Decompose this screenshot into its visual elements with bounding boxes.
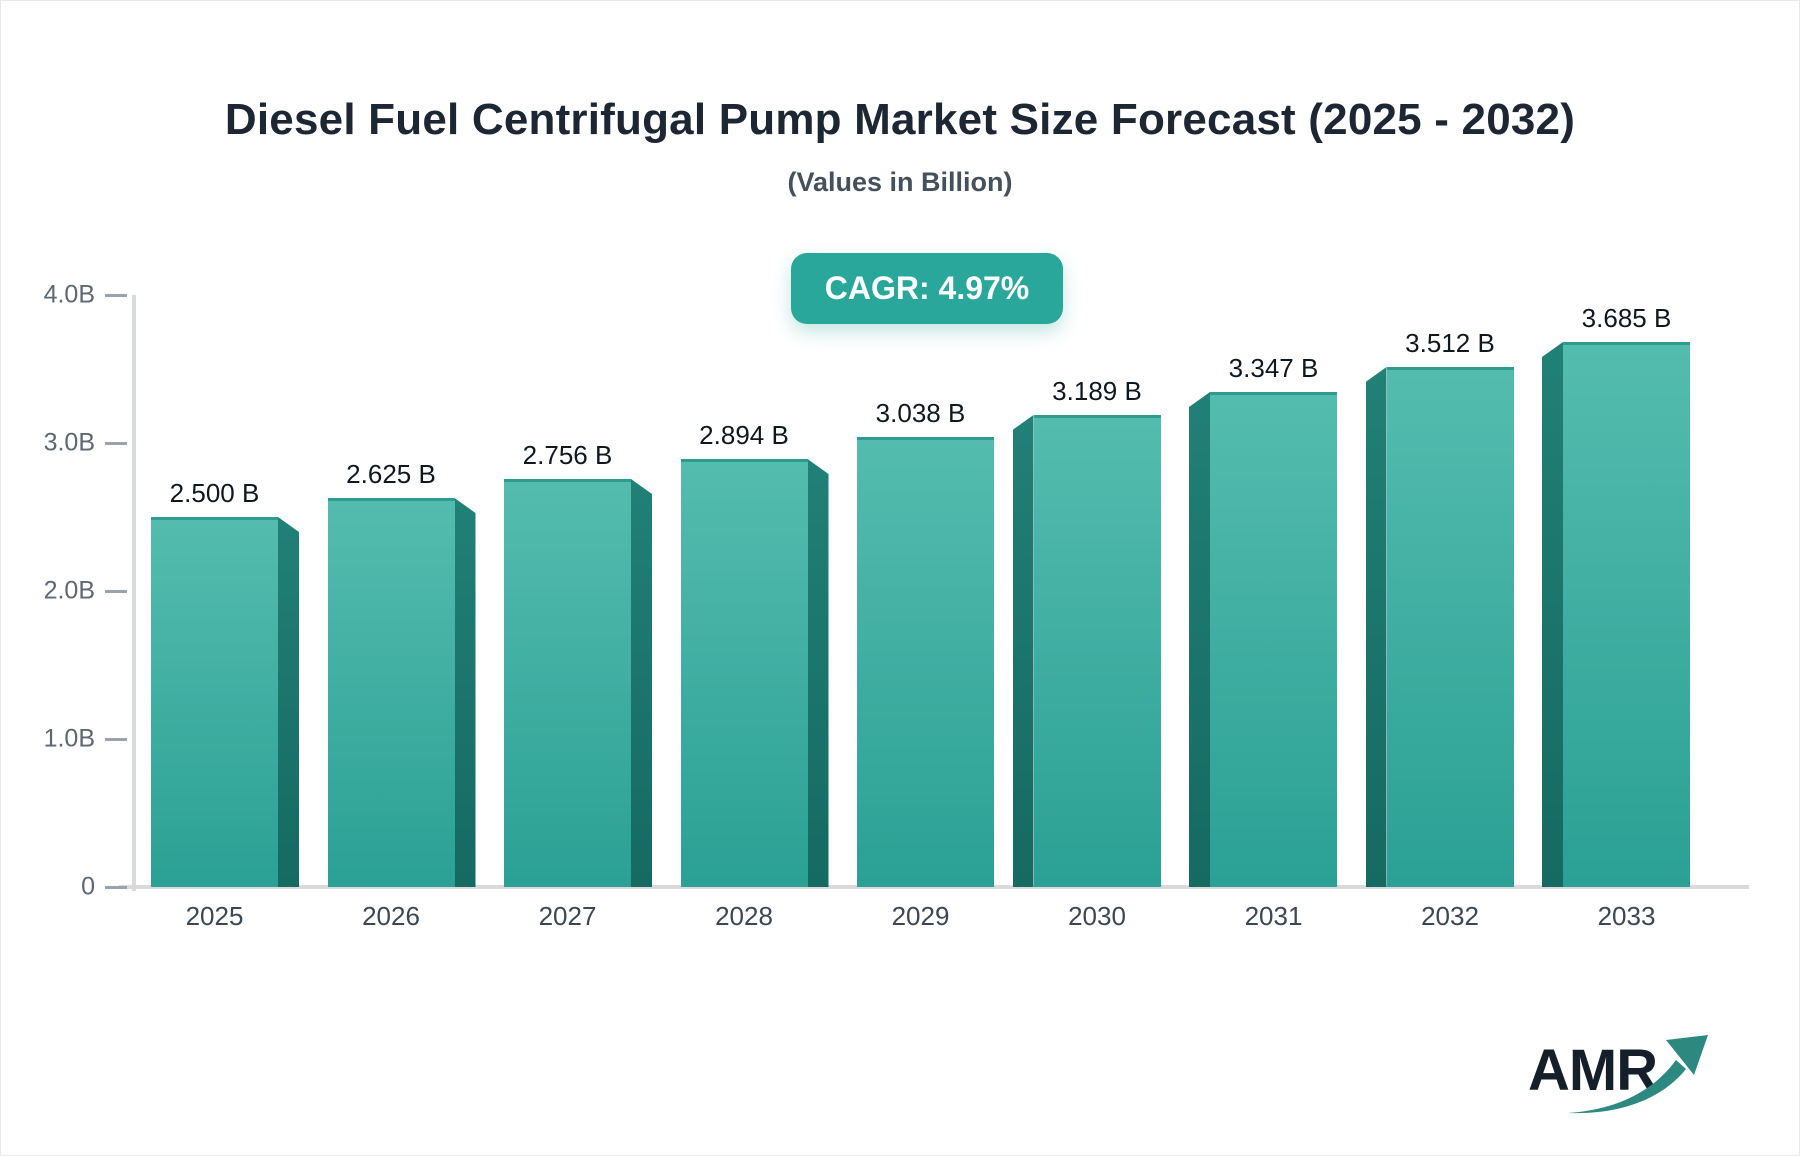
bar-value-label: 2.894 B [699, 420, 789, 450]
bar-side-shade [278, 517, 299, 887]
x-axis-label: 2030 [1068, 901, 1126, 931]
x-axis-label: 2026 [362, 901, 420, 931]
x-axis-label: 2027 [538, 901, 597, 931]
bar-2032 [1386, 367, 1514, 887]
chart-title: Diesel Fuel Centrifugal Pump Market Size… [224, 95, 1576, 144]
bar-2025 [151, 517, 278, 887]
bar-side-shade [631, 479, 652, 887]
chart-subtitle: (Values in Billion) [787, 167, 1013, 197]
y-tick-label: 1.0B [43, 724, 95, 753]
y-tick-label: 2.0B [43, 576, 95, 605]
bar-side-shade [1012, 415, 1034, 887]
cagr-badge: CAGR: 4.97% [791, 253, 1063, 324]
bar-side-shade [454, 498, 476, 887]
y-tick-dash [105, 293, 127, 297]
y-tick-dash [105, 441, 127, 445]
bar-2027 [504, 479, 631, 887]
bar-2031 [1210, 392, 1337, 887]
bar-side-shade [1365, 367, 1387, 887]
y-tick-label: 3.0B [43, 428, 95, 457]
x-axis-label: 2025 [185, 901, 244, 931]
bar-value-label: 3.347 B [1228, 353, 1319, 383]
amr-logo-text: AMR [1528, 1038, 1658, 1103]
y-tick-dash [105, 737, 127, 741]
bar-2029 [857, 437, 994, 887]
y-tick-dash [105, 885, 127, 889]
x-axis-label: 2033 [1597, 901, 1656, 931]
bar-value-label: 2.625 B [346, 459, 436, 489]
y-tick-label: 0 [81, 872, 95, 901]
bar-side-shade [1189, 392, 1210, 887]
bar-value-label: 3.189 B [1052, 376, 1142, 406]
bar-value-label: 3.685 B [1581, 303, 1672, 333]
x-axis-label: 2029 [891, 901, 950, 931]
x-axis-label: 2032 [1421, 901, 1479, 931]
y-tick-label: 4.0B [43, 280, 95, 309]
bar-value-label: 2.756 B [522, 440, 613, 470]
y-axis-line [132, 295, 136, 891]
bar-2033 [1563, 342, 1690, 887]
bar-side-shade [1542, 342, 1563, 887]
bar-value-label: 2.500 B [169, 478, 260, 508]
bar-2026 [327, 498, 455, 887]
bar-value-label: 3.038 B [875, 398, 966, 428]
amr-logo: AMR [1516, 1031, 1726, 1121]
cagr-badge-label: CAGR: 4.97% [824, 270, 1030, 306]
bar-2030 [1033, 415, 1161, 887]
bar-side-shade [807, 459, 829, 887]
x-axis-line [119, 885, 1749, 889]
bar-value-label: 3.512 B [1405, 328, 1495, 358]
amr-logo-arrow-icon [1568, 1035, 1708, 1114]
bar-2028 [680, 459, 808, 887]
x-axis-label: 2028 [715, 901, 773, 931]
y-tick-dash [105, 589, 127, 593]
x-axis-label: 2031 [1244, 901, 1303, 931]
